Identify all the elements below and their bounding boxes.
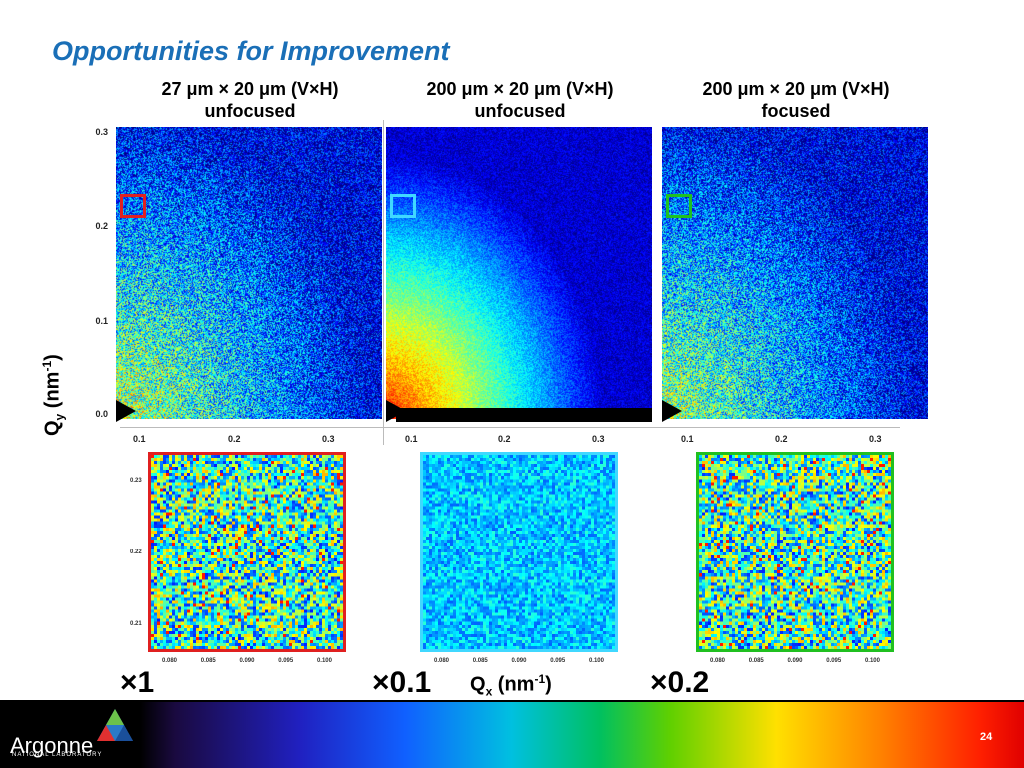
zoom-panel-3 — [696, 452, 894, 652]
zoom-panel-2 — [420, 452, 618, 652]
panel-title-3: 200 μm × 20 μm (V×H) focused — [666, 78, 926, 122]
x-tick-label: 0.1 — [133, 434, 146, 444]
scale-factor-3: ×0.2 — [650, 666, 710, 699]
zoom-x-tick: 0.080 — [434, 658, 450, 664]
heatmap-panel-2 — [386, 127, 652, 419]
zoom-x-tick: 0.090 — [511, 658, 527, 664]
zoom-x-tick: 0.100 — [864, 658, 880, 664]
x-tick-label: 0.3 — [322, 434, 335, 444]
zoom-x-ticks-3: 0.080 0.085 0.090 0.095 0.100 — [710, 658, 880, 664]
zoom-y-tick: 0.23 — [130, 478, 142, 484]
x-tick-label: 0.2 — [498, 434, 511, 444]
zoom-x-tick: 0.085 — [748, 658, 764, 664]
zoom-x-ticks-1: 0.080 0.085 0.090 0.095 0.100 — [162, 658, 332, 664]
scale-factor-2: ×0.1 — [372, 666, 432, 699]
panel-title-2-line2: unfocused — [474, 101, 566, 121]
beamstop-bar — [396, 408, 652, 422]
panel-title-3-line2: focused — [761, 101, 831, 121]
x-tick-label: 0.1 — [405, 434, 418, 444]
zoom-x-tick: 0.080 — [710, 658, 726, 664]
logo-text: Argonne — [10, 733, 94, 758]
panel-title-1-line2: unfocused — [204, 101, 296, 121]
panel-title-1-line1: 27 μm × 20 μm (V×H) — [161, 79, 339, 99]
panel-divider — [383, 120, 384, 445]
zoom-x-tick: 0.095 — [550, 658, 566, 664]
y-tick-label: 0.1 — [95, 316, 108, 326]
x-tick-label: 0.2 — [775, 434, 788, 444]
zoom-x-tick: 0.080 — [162, 658, 178, 664]
zoom-x-tick: 0.095 — [826, 658, 842, 664]
heatmap-panel-1 — [116, 127, 382, 419]
zoom-x-tick: 0.085 — [200, 658, 216, 664]
roi-box-cyan — [390, 194, 416, 218]
y-tick-label: 0.0 — [95, 409, 108, 419]
x-tick-label: 0.2 — [228, 434, 241, 444]
y-axis-label: Qy (nm-1) — [40, 354, 67, 436]
x-tick-label: 0.3 — [592, 434, 605, 444]
panel-title-1: 27 μm × 20 μm (V×H) unfocused — [120, 78, 380, 122]
zoom-x-tick: 0.085 — [472, 658, 488, 664]
logo-subtext: NATIONAL LABORATORY — [12, 752, 103, 758]
zoom-x-tick: 0.095 — [278, 658, 294, 664]
x-axis-line — [120, 427, 900, 428]
zoom-x-tick: 0.100 — [316, 658, 332, 664]
argonne-logo-icon — [97, 709, 133, 741]
zoom-panel-1 — [148, 452, 346, 652]
scale-factor-1: ×1 — [120, 666, 155, 699]
panel-title-2-line1: 200 μm × 20 μm (V×H) — [426, 79, 614, 99]
beamstop-icon — [662, 400, 682, 422]
roi-box-red — [120, 194, 146, 218]
y-tick-label: 0.3 — [95, 127, 108, 137]
y-tick-label: 0.2 — [95, 221, 108, 231]
roi-box-green — [666, 194, 692, 218]
zoom-x-tick: 0.090 — [787, 658, 803, 664]
beamstop-icon — [116, 400, 136, 422]
zoom-x-ticks-2: 0.080 0.085 0.090 0.095 0.100 — [434, 658, 604, 664]
page-number: 24 — [980, 731, 993, 743]
footer-spectrum — [140, 702, 1024, 768]
zoom-x-tick: 0.090 — [239, 658, 255, 664]
zoom-x-tick: 0.100 — [588, 658, 604, 664]
x-tick-label: 0.3 — [869, 434, 882, 444]
panel-title-2: 200 μm × 20 μm (V×H) unfocused — [390, 78, 650, 122]
panel-title-3-line1: 200 μm × 20 μm (V×H) — [702, 79, 890, 99]
zoom-y-tick: 0.21 — [130, 621, 142, 627]
x-tick-label: 0.1 — [681, 434, 694, 444]
slide-title: Opportunities for Improvement — [52, 36, 450, 66]
x-axis-label: Qx (nm-1) — [470, 672, 552, 699]
zoom-y-tick: 0.22 — [130, 549, 142, 555]
heatmap-panel-3 — [662, 127, 928, 419]
